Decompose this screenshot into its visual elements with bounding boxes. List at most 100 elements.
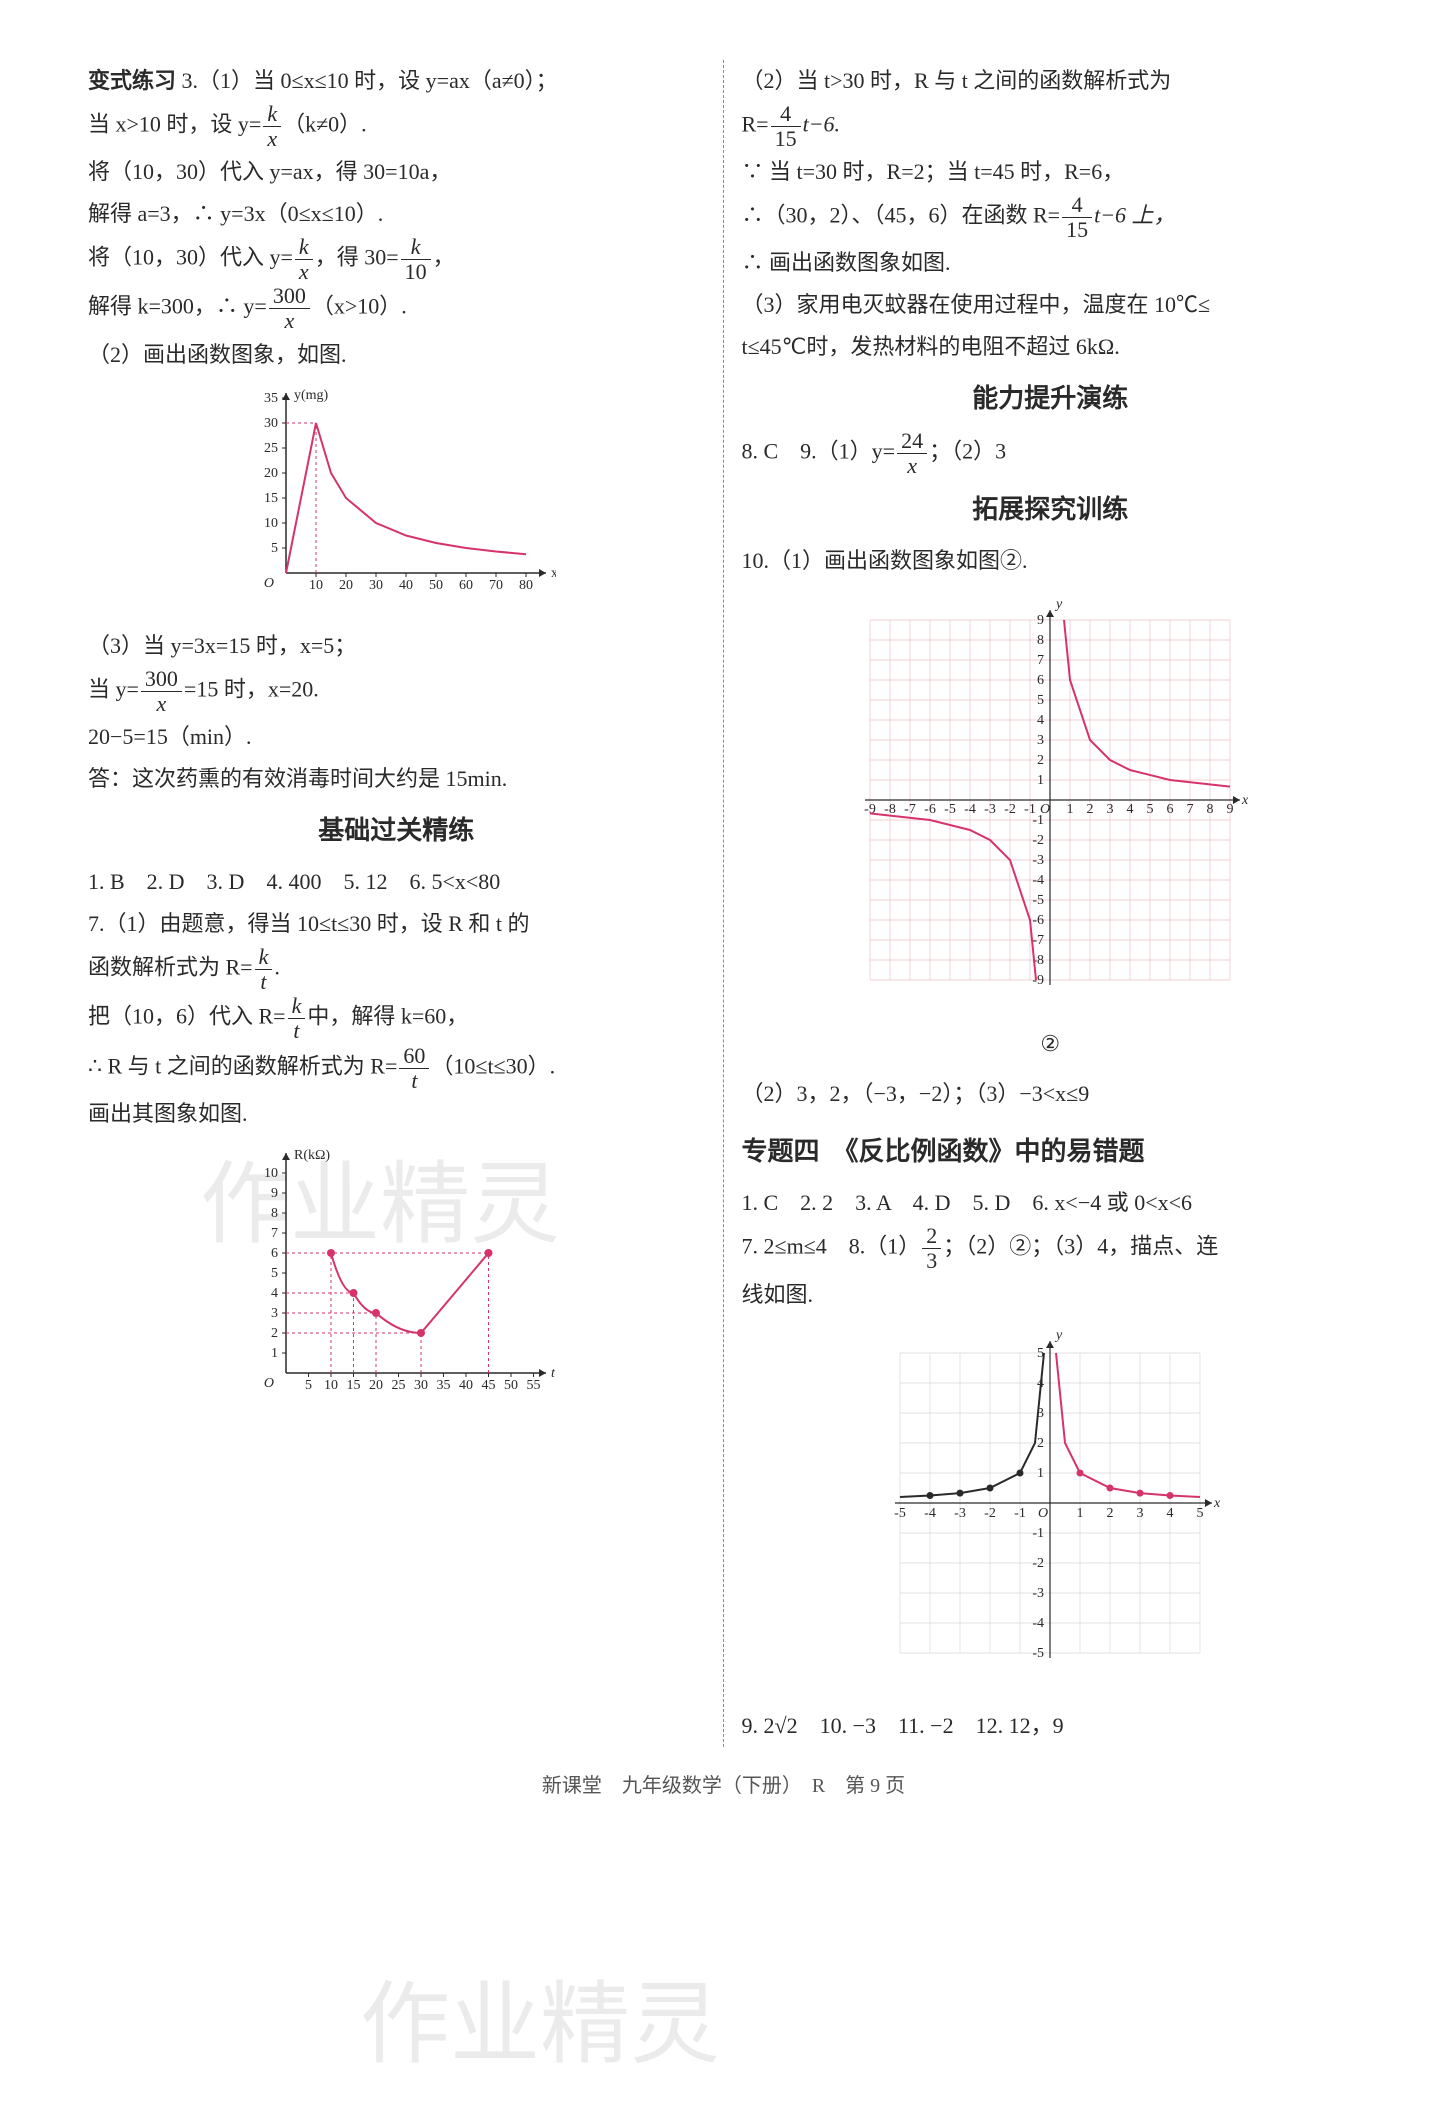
svg-text:4: 4 <box>1127 802 1134 817</box>
text: （2）画出函数图象，如图. <box>88 334 705 376</box>
text: 解得 a=3，∴ y=3x（0≤x≤10）. <box>88 193 705 235</box>
svg-text:t: t <box>551 1366 556 1381</box>
svg-text:80: 80 <box>519 578 533 593</box>
svg-text:7: 7 <box>1187 802 1194 817</box>
svg-text:50: 50 <box>504 1378 518 1393</box>
svg-text:5: 5 <box>271 541 278 556</box>
svg-text:O: O <box>1040 802 1050 817</box>
svg-text:10: 10 <box>309 578 323 593</box>
fraction: 24x <box>897 429 927 478</box>
svg-text:5: 5 <box>1197 1506 1204 1521</box>
text: 1. C 2. 2 3. A 4. D 5. D 6. x<−4 或 0<x<6 <box>742 1182 1360 1224</box>
svg-text:O: O <box>264 1376 274 1391</box>
text: ∴ R 与 t 之间的函数解析式为 R=60t（10≤t≤30）. <box>88 1044 705 1093</box>
bold-label: 变式练习 <box>88 68 176 93</box>
svg-text:5: 5 <box>271 1266 278 1281</box>
svg-text:20: 20 <box>264 466 278 481</box>
svg-text:10: 10 <box>264 1166 278 1181</box>
svg-text:7: 7 <box>271 1226 278 1241</box>
section-heading: 能力提升演练 <box>742 374 1360 423</box>
text: 当 x>10 时，设 y=kx（k≠0）. <box>88 102 705 151</box>
svg-text:2: 2 <box>1087 802 1094 817</box>
svg-text:-1: -1 <box>1033 1526 1045 1541</box>
svg-text:15: 15 <box>264 491 278 506</box>
svg-text:-6: -6 <box>1033 913 1045 928</box>
fraction: 60t <box>399 1044 429 1093</box>
text: 当 y=300x=15 时，x=20. <box>88 667 705 716</box>
svg-text:2: 2 <box>271 1326 278 1341</box>
svg-text:1: 1 <box>1077 1506 1084 1521</box>
svg-text:-9: -9 <box>1033 973 1045 988</box>
svg-text:5: 5 <box>1037 693 1044 708</box>
text: 将（10，30）代入 y=kx，得 30=k10， <box>88 235 705 284</box>
svg-text:-4: -4 <box>964 802 976 817</box>
svg-text:50: 50 <box>429 578 443 593</box>
svg-text:-4: -4 <box>1033 873 1045 888</box>
chart-3: -9-9-8-8-7-7-6-6-5-5-4-4-3-3-2-2-1-11122… <box>742 590 1360 1066</box>
page-columns: 变式练习 3.（1）当 0≤x≤10 时，设 y=ax（a≠0）； 当 x>10… <box>70 60 1377 1747</box>
text: R=415t−6. <box>742 102 1360 151</box>
svg-text:35: 35 <box>437 1378 451 1393</box>
svg-text:30: 30 <box>369 578 383 593</box>
svg-text:3: 3 <box>271 1306 278 1321</box>
fraction: kt <box>288 994 306 1043</box>
svg-text:25: 25 <box>264 441 278 456</box>
svg-text:60: 60 <box>459 578 473 593</box>
svg-text:R(kΩ): R(kΩ) <box>294 1148 330 1163</box>
section-heading: 拓展探究训练 <box>742 485 1360 534</box>
text: （2）3，2，（−3，−2）；（3）−3<x≤9 <box>742 1073 1360 1115</box>
text: 答：这次药熏的有效消毒时间大约是 15min. <box>88 758 705 800</box>
text: 变式练习 3.（1）当 0≤x≤10 时，设 y=ax（a≠0）； <box>88 60 705 102</box>
svg-text:-3: -3 <box>954 1506 966 1521</box>
chart-caption: ② <box>742 1023 1360 1065</box>
svg-text:5: 5 <box>1147 802 1154 817</box>
svg-text:9: 9 <box>1227 802 1234 817</box>
svg-text:-2: -2 <box>1033 833 1045 848</box>
text: 1. B 2. D 3. D 4. 400 5. 12 6. 5<x<80 <box>88 861 705 903</box>
chart-1: 10203040506070805101520253035Oy(mg)x(min… <box>88 383 705 617</box>
svg-text:-5: -5 <box>1033 1646 1045 1661</box>
section-heading: 基础过关精练 <box>88 806 705 855</box>
chart-2: 51015202530354045505512345678910OR(kΩ)t <box>88 1143 705 1417</box>
svg-text:3: 3 <box>1137 1506 1144 1521</box>
fraction: kx <box>295 235 313 284</box>
svg-text:40: 40 <box>399 578 413 593</box>
text: （3）家用电灭蚊器在使用过程中，温度在 10℃≤ <box>742 284 1360 326</box>
svg-text:2: 2 <box>1107 1506 1114 1521</box>
text: t≤45℃时，发热材料的电阻不超过 6kΩ. <box>742 326 1360 368</box>
text: ∴（30，2）、（45，6）在函数 R=415t−6 上， <box>742 193 1360 242</box>
svg-text:-7: -7 <box>1033 933 1045 948</box>
svg-text:8: 8 <box>1037 633 1044 648</box>
text: （3）当 y=3x=15 时，x=5； <box>88 625 705 667</box>
text: 8. C 9.（1）y=24x；（2）3 <box>742 429 1360 478</box>
svg-text:1: 1 <box>1037 1466 1044 1481</box>
svg-text:-6: -6 <box>924 802 936 817</box>
svg-text:6: 6 <box>1167 802 1174 817</box>
text: 将（10，30）代入 y=ax，得 30=10a， <box>88 151 705 193</box>
svg-text:15: 15 <box>347 1378 361 1393</box>
svg-text:-5: -5 <box>1033 893 1045 908</box>
text: 线如图. <box>742 1274 1360 1316</box>
svg-text:1: 1 <box>1037 773 1044 788</box>
svg-text:-2: -2 <box>1033 1556 1045 1571</box>
svg-text:10: 10 <box>324 1378 338 1393</box>
svg-text:20: 20 <box>339 578 353 593</box>
fraction: k10 <box>401 235 431 284</box>
text: 画出其图象如图. <box>88 1093 705 1135</box>
watermark: 作业精灵 <box>360 1940 720 2111</box>
svg-text:9: 9 <box>1037 613 1044 628</box>
svg-text:-5: -5 <box>944 802 956 817</box>
svg-text:-4: -4 <box>1033 1616 1045 1631</box>
text: 解得 k=300，∴ y=300x（x>10）. <box>88 284 705 333</box>
svg-text:3: 3 <box>1037 733 1044 748</box>
svg-text:55: 55 <box>527 1378 541 1393</box>
svg-text:y: y <box>1054 1328 1063 1343</box>
svg-text:25: 25 <box>392 1378 406 1393</box>
page-footer: 新课堂 九年级数学（下册） R 第 9 页 <box>70 1767 1377 1805</box>
svg-text:1: 1 <box>1067 802 1074 817</box>
svg-text:45: 45 <box>482 1378 496 1393</box>
svg-text:3: 3 <box>1107 802 1114 817</box>
svg-text:6: 6 <box>1037 673 1044 688</box>
svg-text:x: x <box>1241 793 1249 808</box>
svg-text:x: x <box>1213 1496 1221 1511</box>
